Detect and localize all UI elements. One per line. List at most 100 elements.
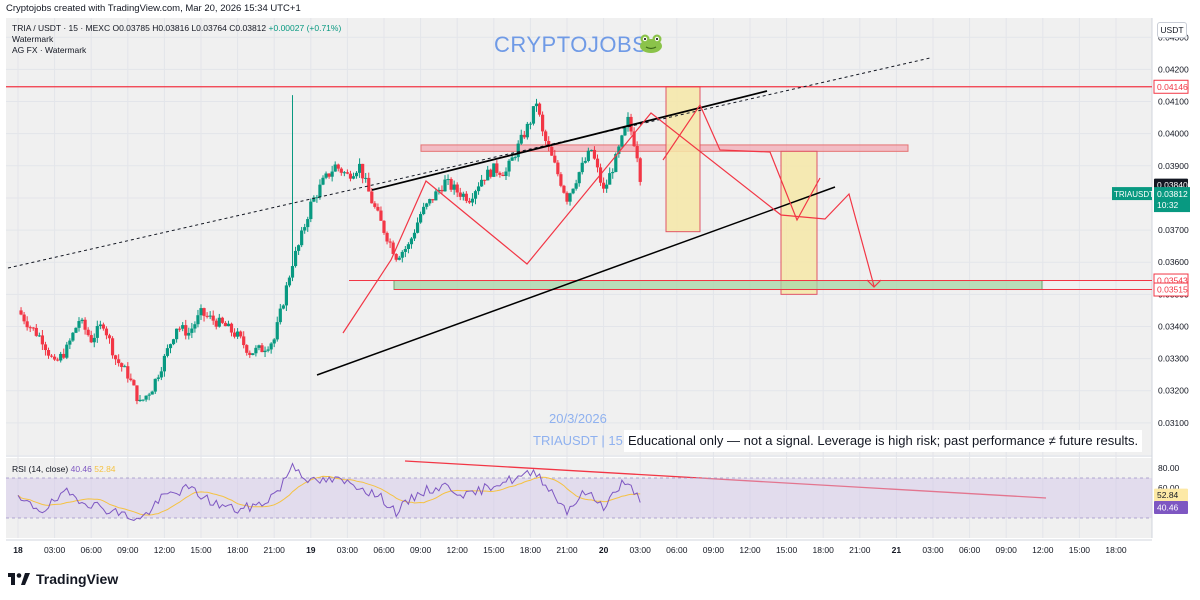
candle-body: [83, 319, 87, 330]
tradingview-logo-text: TradingView: [36, 571, 119, 587]
candle-body: [534, 103, 539, 107]
candle-body: [473, 191, 478, 199]
candle-body: [327, 173, 331, 177]
time-tick: 21:00: [556, 545, 578, 555]
candle-body: [71, 332, 75, 341]
candle-body: [306, 219, 310, 228]
time-tick: 03:00: [630, 545, 652, 555]
time-tick: 20: [599, 545, 609, 555]
support-zone: [393, 280, 1043, 291]
price-tick: 0.03600: [1158, 257, 1189, 267]
price-label-border: [1153, 79, 1189, 94]
price-pane[interactable]: [6, 18, 1152, 455]
candle-body: [303, 227, 307, 231]
candle-body: [324, 173, 328, 178]
watermark-pair: TRIAUSDT | 15M: [533, 433, 634, 448]
candle-body: [150, 391, 154, 395]
candle-body: [379, 210, 383, 221]
time-axis[interactable]: [0, 540, 1152, 558]
currency-button[interactable]: USDT: [1157, 22, 1187, 38]
last-price: 0.03812: [1157, 189, 1188, 199]
candle-body: [394, 253, 398, 260]
candle-body: [278, 308, 282, 323]
candle-body: [464, 193, 468, 201]
price-tick: 0.03400: [1158, 321, 1189, 331]
candle-body: [406, 244, 410, 249]
candle-body: [65, 344, 69, 358]
time-tick: 15:00: [776, 545, 798, 555]
candle-body: [605, 184, 609, 189]
candle-body: [397, 257, 401, 260]
indicator-watermark[interactable]: Watermark: [12, 34, 54, 44]
candle-body: [592, 149, 597, 159]
candle-body: [443, 179, 447, 192]
candle-body: [95, 326, 99, 338]
candle-body: [315, 197, 319, 199]
candle-body: [510, 157, 514, 161]
candle-body: [266, 349, 270, 351]
candle-body: [77, 321, 81, 328]
time-tick: 09:00: [703, 545, 725, 555]
candle-body: [501, 174, 505, 177]
candle-body: [358, 163, 362, 173]
rsi-legend[interactable]: RSI (14, close) 40.46 52.84: [12, 464, 116, 474]
rsi-trendline: [404, 460, 1047, 499]
time-tick: 18: [13, 545, 23, 555]
candle-body: [59, 353, 63, 361]
candle-body: [446, 179, 450, 181]
candle-body: [153, 378, 157, 392]
price-tick: 0.04200: [1158, 64, 1189, 74]
candle-body: [138, 399, 142, 402]
candle-body: [120, 363, 124, 367]
price-tick: 0.03700: [1158, 225, 1189, 235]
rsi-ma-value: 52.84: [94, 464, 116, 474]
candle-body: [364, 177, 368, 179]
candle-body: [345, 172, 349, 174]
symbol-legend[interactable]: TRIA / USDT · 15 · MEXC O0.03785 H0.0381…: [12, 23, 341, 33]
dashed-trendline: [7, 57, 931, 269]
candle-body: [107, 335, 112, 339]
symbol-name[interactable]: TRIA / USDT · 15 · MEXC: [12, 23, 111, 33]
candle-body: [80, 319, 84, 322]
candle-body: [129, 378, 133, 381]
rsi-tick: 80.00: [1158, 463, 1180, 473]
candle-body: [562, 185, 566, 193]
rsi-title[interactable]: RSI (14, close): [12, 464, 69, 474]
candle-body: [214, 320, 218, 327]
candle-body: [440, 189, 444, 192]
candle-body: [638, 158, 642, 182]
price-tick: 0.03300: [1158, 354, 1189, 364]
candle-body: [187, 332, 191, 336]
projection-path-2: [662, 103, 821, 222]
candle-body: [568, 193, 572, 202]
drawings: [6, 57, 1152, 499]
time-tick: 12:00: [154, 545, 176, 555]
candle-body: [114, 355, 118, 360]
candle-body: [110, 338, 115, 356]
candle-body: [559, 174, 563, 186]
candle-body: [254, 347, 258, 354]
candle-body: [287, 277, 292, 286]
candle-body: [376, 206, 380, 211]
candle-body: [123, 366, 127, 368]
ohlc-low: L0.03764: [191, 23, 227, 33]
candle-body: [589, 149, 593, 151]
candle-body: [580, 162, 584, 173]
candle-body: [632, 131, 636, 147]
time-ticks: 18 03:00 06:00 09:00 12:00 15:00 18:00 21:00 19 0…: [13, 545, 1127, 555]
candle-body: [165, 348, 170, 356]
candle-body: [196, 315, 200, 325]
price-tick: 0.04100: [1158, 97, 1189, 107]
candle-body: [635, 146, 639, 159]
candle-body: [309, 201, 313, 220]
candle-body: [449, 179, 453, 190]
candle-body: [205, 315, 209, 317]
indicator-agfx-watermark[interactable]: AG FX · Watermark: [12, 45, 87, 55]
candle-body: [162, 355, 166, 372]
candle-body: [602, 182, 606, 189]
candle-body: [617, 146, 621, 154]
candle-body: [513, 157, 517, 159]
candle-body: [525, 123, 529, 138]
ohlc-close: C0.03812: [229, 23, 267, 33]
